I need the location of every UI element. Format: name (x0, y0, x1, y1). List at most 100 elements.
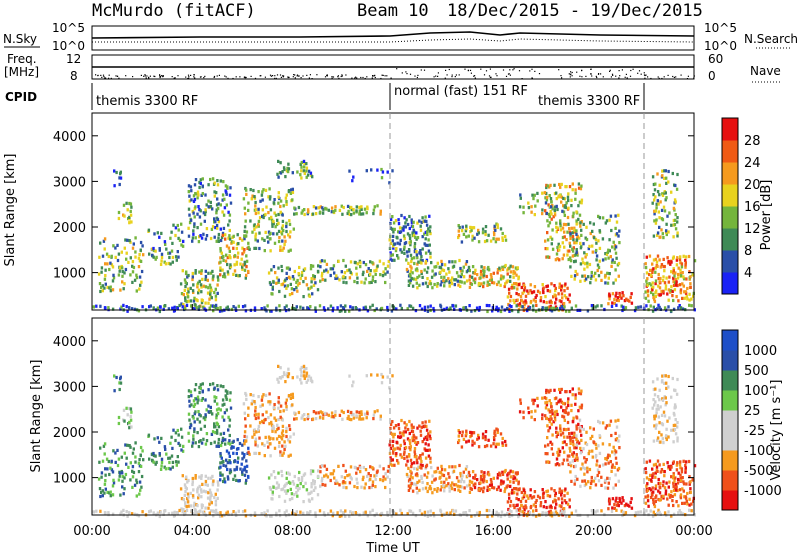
power-cell (303, 208, 306, 212)
power-cell (482, 285, 485, 289)
power-cell (672, 269, 675, 273)
velocity-cell (213, 386, 216, 390)
velocity-cell (470, 433, 473, 437)
velocity-cell (308, 499, 311, 503)
velocity-cell (420, 466, 423, 470)
velocity-cell (182, 444, 185, 448)
power-cell (560, 200, 563, 204)
power-cell (485, 239, 489, 243)
velocity-cell (573, 433, 576, 437)
nave-dot (401, 72, 403, 74)
velocity-cell (329, 472, 332, 476)
power-cell (312, 205, 316, 209)
power-cell (522, 290, 526, 294)
power-cell (502, 275, 505, 279)
power-cell (653, 212, 656, 216)
velocity-cell (517, 515, 520, 519)
velocity-cell (589, 486, 592, 490)
power-cell (689, 275, 692, 279)
velocity-cell (616, 501, 620, 505)
power-cell (499, 268, 502, 272)
velocity-cell (211, 412, 214, 416)
power-cell (260, 307, 263, 311)
power-cell (453, 283, 456, 287)
velocity-cell (545, 396, 548, 401)
power-cell (225, 306, 228, 310)
power-cell (563, 245, 566, 249)
power-cell (571, 247, 574, 251)
velocity-cell (509, 504, 512, 508)
power-cell (300, 211, 303, 215)
velocity-cell (102, 444, 106, 448)
power-cell (104, 274, 107, 278)
velocity-cell (548, 390, 551, 394)
power-cell (263, 238, 266, 242)
velocity-cell (411, 439, 414, 443)
velocity-cell (577, 391, 581, 395)
velocity-cell (520, 504, 523, 508)
power-cell (436, 284, 439, 288)
power-cell (495, 237, 498, 241)
velocity-cell (418, 488, 421, 492)
velocity-cell (408, 431, 411, 436)
power-cell (571, 188, 574, 192)
power-cell (669, 289, 672, 293)
power-cell (463, 281, 466, 285)
velocity-cell (677, 477, 680, 482)
velocity-cell (551, 452, 555, 456)
velocity-cell (395, 452, 398, 456)
velocity-cell (688, 497, 691, 501)
power-cell (674, 200, 677, 204)
power-cell (104, 282, 107, 286)
power-cell (486, 280, 489, 284)
velocity-cell (270, 420, 273, 424)
velocity-cell (454, 483, 458, 487)
power-cell (614, 268, 617, 272)
power-cell (492, 237, 495, 241)
velocity-cell (415, 442, 418, 446)
power-cell (338, 309, 342, 313)
power-cell (534, 296, 537, 300)
power-cell (365, 211, 368, 215)
velocity-cell (131, 475, 135, 479)
velocity-cell (529, 494, 532, 498)
power-cell (572, 246, 575, 250)
power-cell (617, 299, 620, 303)
power-cell (316, 269, 320, 273)
power-cell (352, 211, 356, 215)
velocity-cell (431, 474, 434, 478)
velocity-cell (552, 511, 556, 515)
power-cell (216, 291, 219, 295)
velocity-cell (305, 367, 308, 371)
velocity-cell (601, 463, 605, 467)
power-cell (644, 266, 648, 270)
velocity-cell (280, 474, 284, 478)
velocity-cell (663, 474, 666, 478)
velocity-cell (550, 487, 553, 491)
velocity-cell (448, 465, 451, 469)
velocity-cell (684, 470, 687, 474)
power-cell (521, 305, 524, 309)
velocity-cell (525, 506, 528, 510)
velocity-cell (254, 416, 258, 421)
power-cell (564, 282, 567, 286)
velocity-cell (248, 452, 251, 456)
velocity-cell (272, 485, 275, 489)
velocity-cell (671, 499, 674, 503)
velocity-cell (402, 430, 406, 434)
velocity-cell (100, 475, 103, 479)
velocity-cell (497, 485, 500, 489)
power-cell (526, 309, 529, 313)
velocity-cell (660, 433, 663, 437)
velocity-cell (132, 470, 136, 475)
velocity-cell (551, 412, 554, 416)
power-cell (307, 306, 311, 311)
power-cell (597, 239, 600, 243)
power-cell (183, 278, 187, 282)
nave-dot (489, 68, 491, 70)
velocity-cell (278, 494, 281, 499)
power-cell (408, 233, 411, 238)
velocity-cell (409, 479, 412, 483)
power-cell (509, 264, 512, 268)
nave-dot (337, 76, 339, 78)
